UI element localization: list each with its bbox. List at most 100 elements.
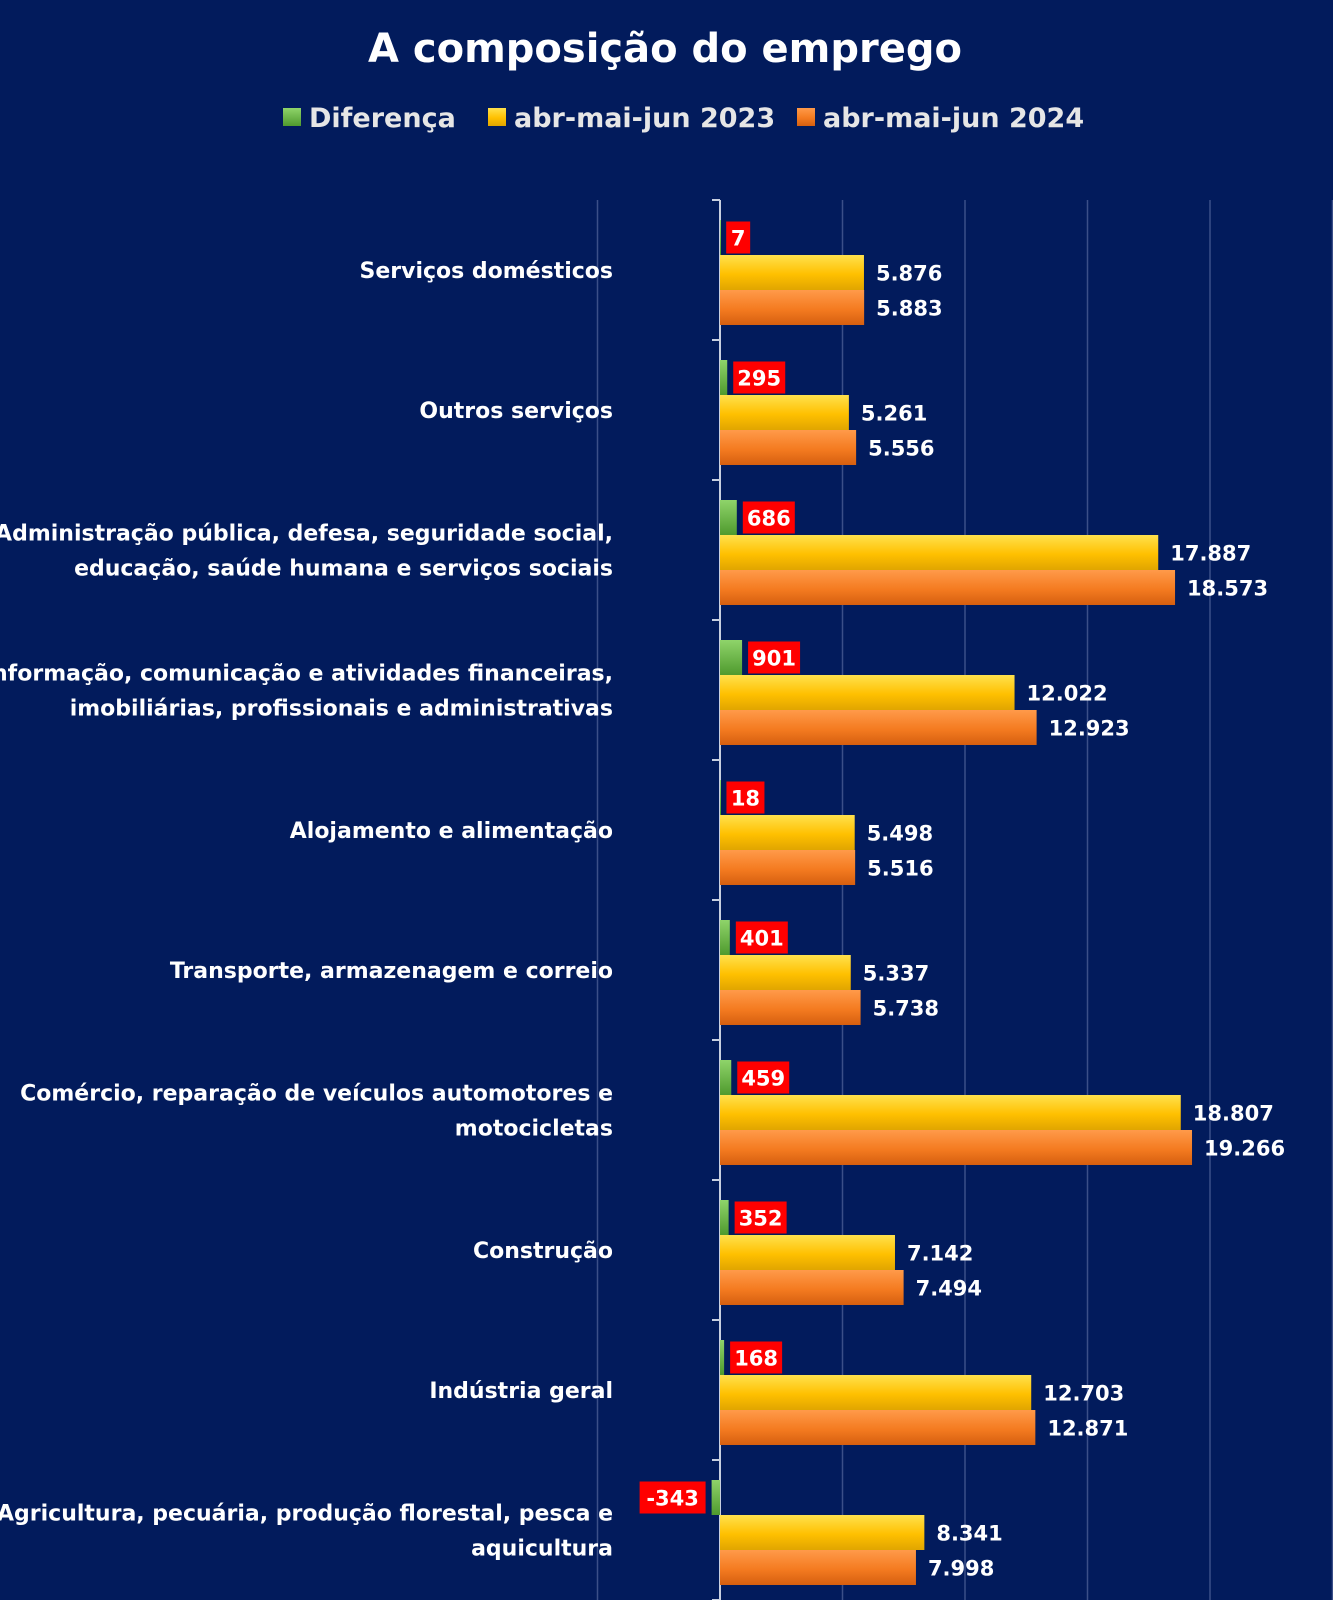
legend-swatch-2023 bbox=[488, 108, 506, 126]
bar-2023 bbox=[720, 535, 1159, 570]
value-label-2023: 8.341 bbox=[936, 1522, 1002, 1546]
category-label-line: Outros serviços bbox=[419, 399, 613, 424]
legend-label-2024: abr-mai-jun 2024 bbox=[823, 103, 1084, 134]
bar-2023 bbox=[720, 1235, 895, 1270]
bar-2024 bbox=[720, 1130, 1193, 1165]
category-label: Alojamento e alimentação bbox=[290, 819, 613, 844]
bar-2024 bbox=[720, 290, 865, 325]
value-label-2024: 19.266 bbox=[1204, 1137, 1285, 1161]
category-label-line: motocicletas bbox=[455, 1117, 613, 1142]
bar-2024 bbox=[720, 990, 861, 1025]
diff-label-box bbox=[733, 361, 786, 394]
diff-value-label: 686 bbox=[747, 507, 791, 531]
bar-2024 bbox=[720, 1270, 904, 1305]
bar-2024 bbox=[720, 430, 857, 465]
value-label-2024: 7.998 bbox=[928, 1557, 994, 1581]
bar-diferenca bbox=[720, 360, 728, 395]
category-label-line: Indústria geral bbox=[429, 1379, 613, 1404]
value-label-2023: 18.807 bbox=[1193, 1102, 1274, 1126]
diff-label-box bbox=[730, 1341, 783, 1374]
value-label-2023: 12.703 bbox=[1043, 1382, 1124, 1406]
value-label-2023: 5.876 bbox=[876, 262, 942, 286]
value-label-2024: 12.871 bbox=[1047, 1417, 1128, 1441]
diff-label-box bbox=[737, 1061, 790, 1094]
bar-2023 bbox=[720, 1515, 925, 1550]
chart-title: A composição do emprego bbox=[368, 26, 962, 72]
bars bbox=[711, 220, 1193, 1585]
bar-2023 bbox=[720, 395, 849, 430]
value-label-2024: 5.738 bbox=[873, 997, 939, 1021]
category-label: Outros serviços bbox=[419, 399, 613, 424]
diff-label-box bbox=[748, 641, 801, 674]
category-label-line: Alojamento e alimentação bbox=[290, 819, 613, 844]
category-label: Comércio, reparação de veículos automoto… bbox=[20, 1082, 613, 1142]
bar-2023 bbox=[720, 955, 851, 990]
value-label-2023: 5.261 bbox=[861, 402, 927, 426]
value-label-2023: 5.337 bbox=[863, 962, 929, 986]
legend-label-diferenca: Diferença bbox=[309, 103, 456, 134]
bar-diferenca bbox=[720, 1060, 732, 1095]
bar-diferenca bbox=[720, 640, 743, 675]
labels: 7 5.876 5.883 Serviços domésticos 295 5.261 5.… bbox=[0, 221, 1285, 1581]
bar-2024 bbox=[720, 570, 1176, 605]
bar-2024 bbox=[720, 850, 856, 885]
bar-diferenca bbox=[711, 1480, 720, 1515]
bar-diferenca bbox=[720, 1340, 725, 1375]
category-label: Serviços domésticos bbox=[359, 259, 613, 284]
category-label-line: imobiliárias, profissionais e administra… bbox=[70, 697, 613, 722]
bar-diferenca bbox=[720, 780, 721, 815]
legend-swatch-2024 bbox=[797, 108, 815, 126]
legend-swatch-diferenca bbox=[283, 108, 301, 126]
category-label: Construção bbox=[473, 1239, 613, 1264]
bar-2023 bbox=[720, 1375, 1032, 1410]
category-label-line: Informação, comunicação e atividades fin… bbox=[0, 662, 613, 687]
bar-2024 bbox=[720, 1410, 1036, 1445]
value-label-2023: 17.887 bbox=[1170, 542, 1251, 566]
bar-diferenca bbox=[720, 920, 730, 955]
category-label-line: Serviços domésticos bbox=[359, 259, 613, 284]
bar-diferenca bbox=[720, 500, 737, 535]
category-axis bbox=[712, 199, 721, 1600]
category-label: Indústria geral bbox=[429, 1379, 613, 1404]
category-label: Agricultura, pecuária, produção floresta… bbox=[0, 1502, 613, 1562]
diff-value-label: 459 bbox=[741, 1067, 785, 1091]
value-label-2023: 12.022 bbox=[1027, 682, 1108, 706]
diff-value-label: -343 bbox=[646, 1487, 699, 1511]
bar-2024 bbox=[720, 710, 1037, 745]
diff-value-label: 901 bbox=[752, 647, 796, 671]
value-label-2024: 18.573 bbox=[1187, 577, 1268, 601]
value-label-2024: 5.883 bbox=[876, 297, 942, 321]
bar-2023 bbox=[720, 815, 855, 850]
value-label-2024: 7.494 bbox=[916, 1277, 982, 1301]
category-label-line: Construção bbox=[473, 1239, 613, 1264]
category-label-line: Transporte, armazenagem e correio bbox=[170, 959, 613, 984]
diff-label-box bbox=[734, 1201, 787, 1234]
diff-value-label: 401 bbox=[740, 927, 784, 951]
category-label-line: Administração pública, defesa, seguridad… bbox=[0, 522, 613, 547]
diff-label-box bbox=[726, 221, 751, 254]
legend-label-2023: abr-mai-jun 2023 bbox=[514, 103, 775, 134]
category-label: Administração pública, defesa, seguridad… bbox=[0, 522, 613, 582]
legend: Diferença abr-mai-jun 2023 abr-mai-jun 2… bbox=[283, 103, 1084, 134]
bar-2023 bbox=[720, 675, 1015, 710]
category-label-line: Comércio, reparação de veículos automoto… bbox=[20, 1082, 613, 1107]
value-label-2024: 5.516 bbox=[867, 857, 933, 881]
category-label: Informação, comunicação e atividades fin… bbox=[0, 662, 613, 722]
bar-2023 bbox=[720, 255, 864, 290]
bar-2023 bbox=[720, 1095, 1181, 1130]
diff-label-box bbox=[735, 921, 788, 954]
bar-diferenca bbox=[720, 220, 721, 255]
category-label-line: aquicultura bbox=[471, 1537, 613, 1562]
value-label-2023: 7.142 bbox=[907, 1242, 973, 1266]
bar-2024 bbox=[720, 1550, 916, 1585]
diff-value-label: 168 bbox=[734, 1347, 778, 1371]
diff-value-label: 18 bbox=[731, 787, 760, 811]
diff-label-box bbox=[639, 1481, 706, 1514]
category-label-line: educação, saúde humana e serviços sociai… bbox=[74, 557, 613, 582]
diff-label-box bbox=[726, 781, 765, 814]
diff-value-label: 7 bbox=[731, 227, 746, 251]
diff-value-label: 295 bbox=[737, 367, 781, 391]
category-label-line: Agricultura, pecuária, produção floresta… bbox=[0, 1502, 613, 1527]
value-label-2023: 5.498 bbox=[867, 822, 933, 846]
